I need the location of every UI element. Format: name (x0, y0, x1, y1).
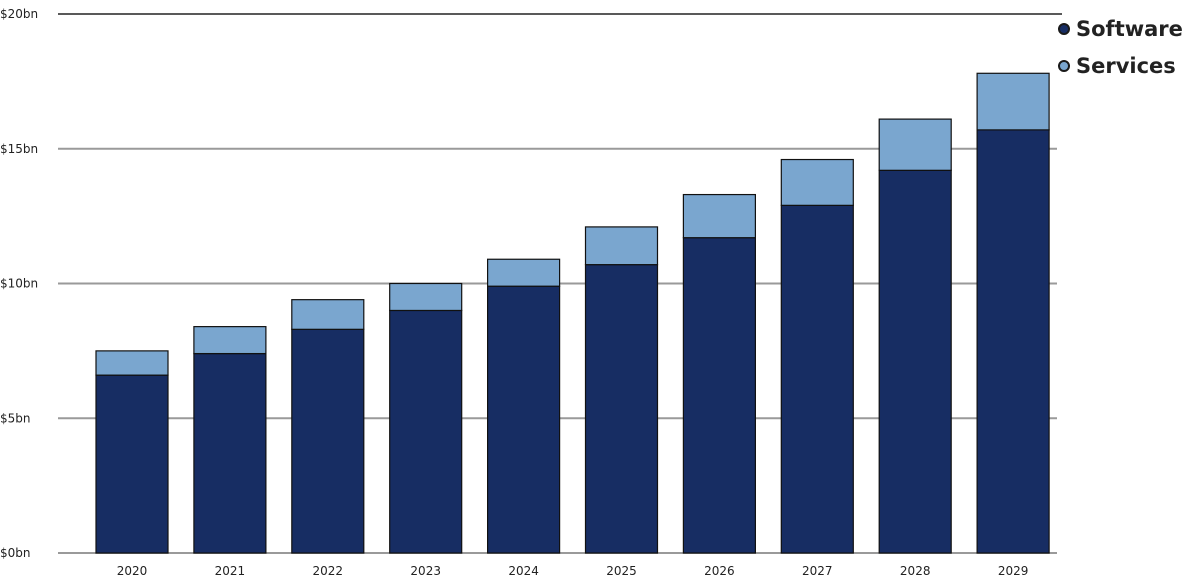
bar-services-2026 (682, 193, 757, 239)
bar-software-2026 (682, 237, 757, 554)
legend-item-services: Services (1058, 47, 1183, 84)
legend: Software Services (1058, 10, 1183, 84)
bar-software-2022 (291, 328, 365, 554)
x-axis-tick-labels: 2020 2021 2022 2023 2024 2025 2026 2027 2028 2029 (117, 564, 1029, 578)
x-tick-label: 2023 (410, 564, 441, 578)
bars (95, 72, 1050, 554)
x-tick-label: 2021 (215, 564, 246, 578)
y-tick-label: $20bn (0, 7, 38, 21)
bar-software-2023 (389, 309, 463, 554)
bar-software-2029 (976, 129, 1050, 554)
x-tick-label: 2027 (802, 564, 833, 578)
bar-services-2020 (95, 350, 169, 376)
y-tick-label: $5bn (0, 411, 31, 425)
bar-services-2027 (780, 158, 854, 206)
bar-software-2021 (193, 352, 267, 554)
legend-label-software: Software (1076, 16, 1183, 41)
x-tick-label: 2026 (704, 564, 735, 578)
x-tick-label: 2028 (900, 564, 931, 578)
y-tick-label: $15bn (0, 142, 38, 156)
bar-software-2020 (95, 374, 169, 554)
bar-software-2027 (780, 204, 854, 554)
legend-swatch-services (1058, 59, 1070, 72)
bar-services-2028 (878, 118, 952, 171)
y-tick-label: $10bn (0, 277, 38, 291)
y-axis-tick-labels: $0bn $5bn $10bn $15bn $20bn (0, 7, 38, 560)
y-tick-label: $0bn (0, 546, 31, 560)
bar-services-2021 (193, 326, 267, 355)
x-tick-label: 2024 (508, 564, 539, 578)
bar-software-2028 (878, 169, 952, 554)
bar-software-2025 (584, 264, 659, 554)
x-tick-label: 2020 (117, 564, 148, 578)
legend-swatch-software (1058, 22, 1070, 35)
x-tick-label: 2022 (313, 564, 344, 578)
bar-services-2024 (487, 258, 561, 287)
legend-label-services: Services (1076, 53, 1176, 78)
legend-item-software: Software (1058, 10, 1183, 47)
bar-software-2024 (487, 285, 561, 554)
bar-services-2025 (584, 226, 659, 266)
bar-services-2022 (291, 299, 365, 330)
bar-services-2023 (389, 282, 463, 312)
bar-services-2029 (976, 72, 1050, 131)
x-tick-label: 2029 (998, 564, 1029, 578)
x-tick-label: 2025 (606, 564, 637, 578)
